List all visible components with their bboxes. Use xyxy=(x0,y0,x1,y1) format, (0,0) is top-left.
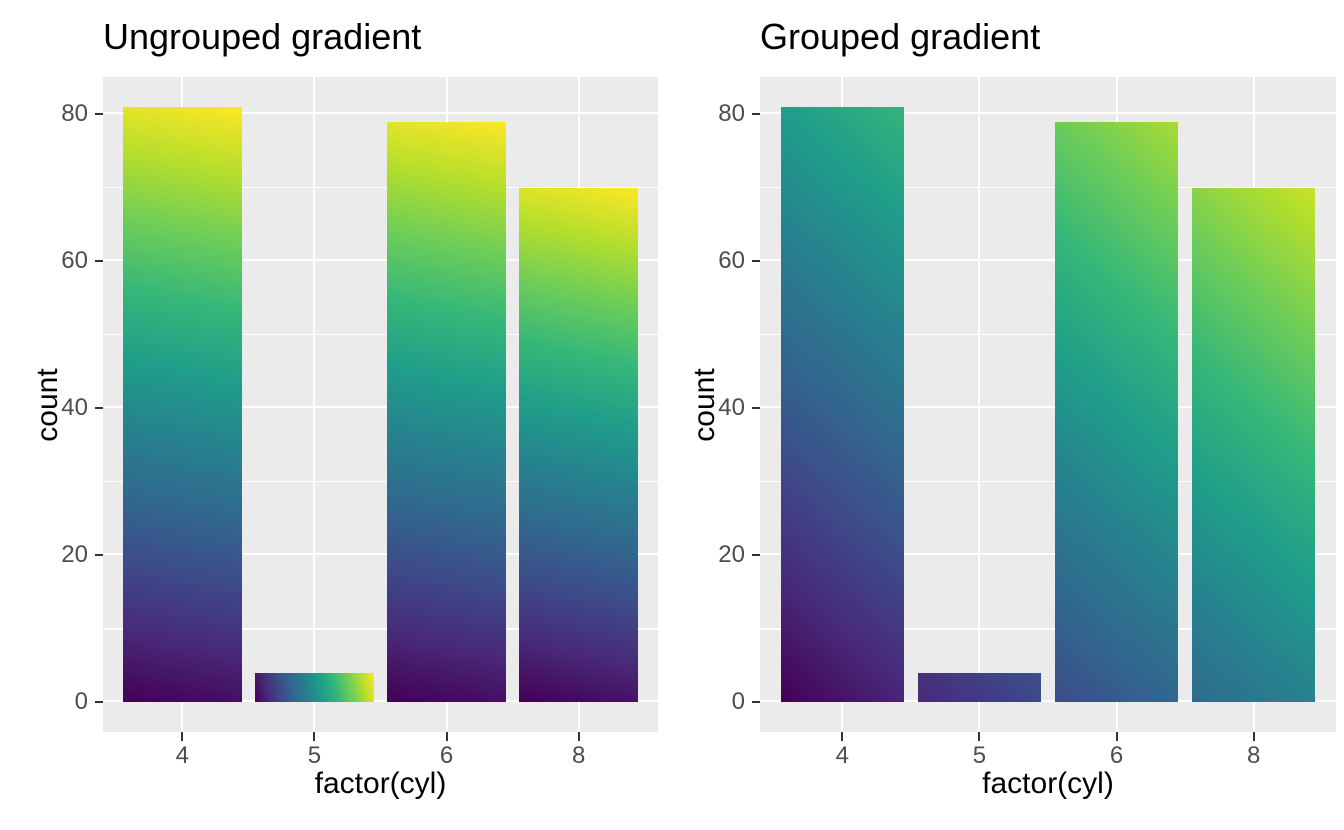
plot-title: Ungrouped gradient xyxy=(103,16,422,57)
y-axis-title: count xyxy=(688,367,721,442)
gridline-y-major xyxy=(103,700,658,703)
x-tick xyxy=(841,732,844,741)
y-tick xyxy=(752,113,760,116)
x-tick xyxy=(181,732,184,741)
bar-gradient-slice xyxy=(1054,121,1179,703)
y-tick-label: 20 xyxy=(718,541,745,569)
x-tick-label: 8 xyxy=(1247,742,1261,769)
y-tick xyxy=(95,260,103,263)
gridline-y-major xyxy=(760,700,1336,703)
gridline-y-minor xyxy=(760,628,1336,630)
y-tick-label: 20 xyxy=(61,541,88,569)
gridline-y-major xyxy=(760,259,1336,262)
bar xyxy=(917,672,1042,703)
gridline-y-major xyxy=(103,553,658,556)
gridline-y-minor xyxy=(760,186,1336,189)
x-tick-label: 6 xyxy=(1109,742,1124,769)
gridline-y-major xyxy=(760,406,1336,409)
bar xyxy=(780,106,904,703)
x-tick-label: 4 xyxy=(835,742,849,769)
gridline-y-minor xyxy=(103,628,658,630)
x-axis-title: factor(cyl) xyxy=(982,767,1114,800)
gridline-y-major xyxy=(103,112,658,115)
gridline-y-minor xyxy=(103,333,658,336)
y-tick-label: 60 xyxy=(718,247,745,275)
x-tick-label: 5 xyxy=(972,742,987,769)
y-tick-label: 40 xyxy=(61,394,88,422)
bar xyxy=(1054,121,1179,703)
bar-gradient-slice xyxy=(780,106,904,703)
y-tick-label: 60 xyxy=(61,247,88,275)
bar xyxy=(122,106,242,703)
y-tick-label: 0 xyxy=(731,688,745,716)
x-tick-label: 8 xyxy=(572,742,586,769)
bar-gradient-slice xyxy=(917,672,1042,703)
bar xyxy=(519,187,639,703)
gridline-y-minor xyxy=(103,480,658,483)
bar xyxy=(387,121,506,703)
plot-ungrouped-gradient: Ungrouped gradient 4 5 6 8 0 20 40 60 80 factor(cy… xyxy=(31,16,658,800)
y-tick xyxy=(95,407,103,410)
gridline-x-major xyxy=(978,77,981,732)
x-tick xyxy=(1115,732,1118,741)
x-tick xyxy=(313,732,316,741)
gridline-y-minor xyxy=(760,480,1336,483)
bar xyxy=(255,672,374,703)
x-tick xyxy=(445,732,448,741)
y-tick-label: 0 xyxy=(74,688,88,716)
gridline-y-major xyxy=(760,112,1336,115)
gridline-x-major xyxy=(313,77,316,732)
gridline-y-minor xyxy=(103,186,658,189)
x-tick xyxy=(978,732,981,741)
x-tick-label: 6 xyxy=(439,742,454,769)
gridline-y-major xyxy=(103,406,658,409)
gridline-y-major xyxy=(760,553,1336,556)
x-tick-label: 4 xyxy=(175,742,189,769)
y-tick xyxy=(752,260,760,263)
y-tick xyxy=(752,701,760,704)
y-tick-label: 40 xyxy=(718,394,745,422)
bar xyxy=(1192,187,1316,703)
y-tick-label: 80 xyxy=(718,100,745,128)
gridline-y-minor xyxy=(760,333,1336,336)
bar-gradient-slice xyxy=(1192,187,1316,703)
x-tick xyxy=(1252,732,1255,741)
y-tick xyxy=(95,701,103,704)
x-tick xyxy=(577,732,580,741)
y-tick xyxy=(752,554,760,557)
gridline-y-major xyxy=(103,259,658,262)
x-tick-label: 5 xyxy=(307,742,322,769)
plot-title: Grouped gradient xyxy=(760,16,1041,57)
y-tick xyxy=(95,113,103,116)
y-tick xyxy=(95,554,103,557)
y-tick xyxy=(752,407,760,410)
y-tick-label: 80 xyxy=(61,100,88,128)
x-axis-title: factor(cyl) xyxy=(314,767,447,800)
